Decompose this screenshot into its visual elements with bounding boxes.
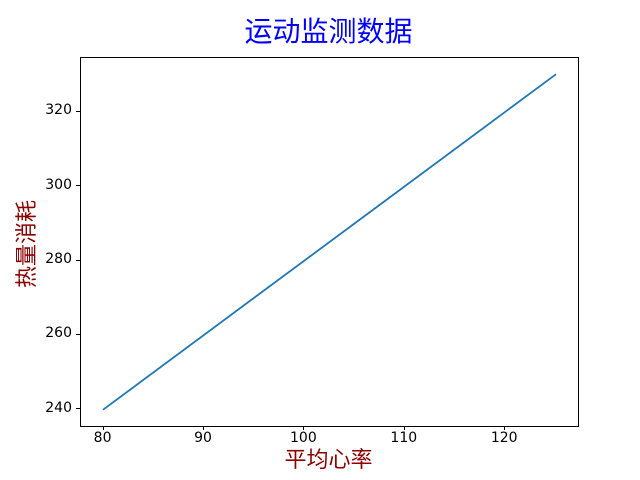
x-tick-label: 80 xyxy=(93,430,112,446)
x-tick-mark xyxy=(403,426,405,430)
x-tick-label: 100 xyxy=(290,430,317,446)
plot-area xyxy=(80,57,579,427)
x-tick-label: 120 xyxy=(490,430,518,446)
x-tick-label: 110 xyxy=(390,430,418,446)
x-tick-mark xyxy=(504,426,506,430)
x-axis-label: 平均心率 xyxy=(284,448,373,473)
y-tick-label: 320 xyxy=(45,102,72,119)
y-tick-label: 280 xyxy=(45,251,72,268)
y-tick-mark xyxy=(76,408,80,410)
data-line xyxy=(102,73,557,411)
y-tick-label: 260 xyxy=(45,325,72,342)
y-axis-label: 热量消耗 xyxy=(15,199,40,289)
chart-title: 运动监测数据 xyxy=(244,15,413,48)
x-tick-mark xyxy=(102,426,104,430)
x-tick-label: 90 xyxy=(194,430,212,446)
y-tick-label: 300 xyxy=(45,176,72,193)
y-tick-mark xyxy=(76,333,80,335)
y-tick-label: 240 xyxy=(45,399,72,416)
x-tick-mark xyxy=(303,426,305,430)
y-tick-mark xyxy=(76,259,80,261)
plot-svg xyxy=(102,73,557,411)
y-tick-mark xyxy=(76,110,80,112)
x-tick-mark xyxy=(203,426,204,430)
y-tick-mark xyxy=(76,185,80,187)
